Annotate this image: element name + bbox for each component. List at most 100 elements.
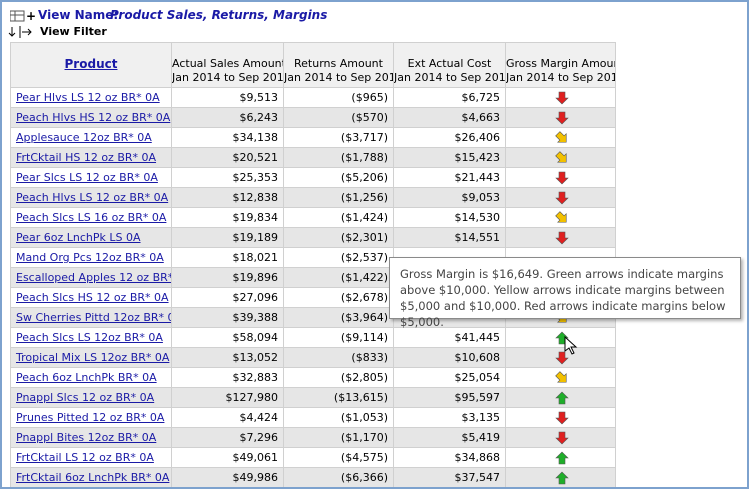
- product-link[interactable]: Sw Cherries Pittd 12oz BR* 0A: [10, 308, 172, 328]
- product-link[interactable]: Mand Org Pcs 12oz BR* 0A: [10, 248, 172, 268]
- margin-arrow: [555, 151, 567, 163]
- product-link[interactable]: FrtCktail HS 12 oz BR* 0A: [10, 148, 172, 168]
- margin-cell: [506, 208, 616, 228]
- product-link[interactable]: Pear 6oz LnchPk LS 0A: [10, 228, 172, 248]
- value-cell: ($9,114): [284, 328, 394, 348]
- value-cell: ($5,206): [284, 168, 394, 188]
- value-cell: $20,521: [172, 148, 284, 168]
- value-cell: $19,896: [172, 268, 284, 288]
- margin-cell: [506, 88, 616, 108]
- column-header: Actual Sales Amount Jan 2014 to Sep 2014: [172, 42, 284, 88]
- value-cell: ($3,964): [284, 308, 394, 328]
- margin-cell: [506, 128, 616, 148]
- value-cell: $6,725: [394, 88, 506, 108]
- view-filter[interactable]: View Filter: [40, 25, 107, 38]
- value-cell: ($965): [284, 88, 394, 108]
- margin-cell: [506, 328, 616, 348]
- margin-arrow: [555, 91, 569, 105]
- margin-cell: [506, 388, 616, 408]
- product-link[interactable]: Pnappl Bites 12oz BR* 0A: [10, 428, 172, 448]
- product-link[interactable]: Peach Slcs HS 12 oz BR* 0A: [10, 288, 172, 308]
- margin-arrow: [555, 391, 569, 405]
- margin-cell: [506, 108, 616, 128]
- margin-arrow: [555, 131, 567, 143]
- value-cell: ($2,301): [284, 228, 394, 248]
- value-cell: ($3,717): [284, 128, 394, 148]
- value-cell: ($6,366): [284, 468, 394, 487]
- margin-arrow: [555, 431, 569, 445]
- margin-arrow: [555, 111, 569, 125]
- value-cell: ($2,805): [284, 368, 394, 388]
- product-link[interactable]: Peach Hlvs HS 12 oz BR* 0A: [10, 108, 172, 128]
- filter-icon[interactable]: [8, 26, 34, 38]
- margin-arrow: [555, 171, 569, 185]
- value-cell: ($1,422): [284, 268, 394, 288]
- margin-arrow: [555, 371, 567, 383]
- margin-arrow: [555, 351, 569, 365]
- value-cell: ($1,256): [284, 188, 394, 208]
- value-cell: $41,445: [394, 328, 506, 348]
- margin-cell: [506, 448, 616, 468]
- svg-text:+: +: [26, 10, 36, 22]
- value-cell: $49,986: [172, 468, 284, 487]
- margin-arrow: [555, 191, 569, 205]
- margin-cell: [506, 148, 616, 168]
- product-link[interactable]: Pnappl Slcs 12 oz BR* 0A: [10, 388, 172, 408]
- header-text: Jan 2014 to Sep 2014: [394, 71, 506, 84]
- view-icon[interactable]: +: [10, 10, 36, 22]
- product-link[interactable]: FrtCktail 6oz LnchPk BR* 0A: [10, 468, 172, 487]
- margin-cell: [506, 168, 616, 188]
- header-text: Jan 2014 to Sep 2014: [284, 71, 394, 84]
- margin-arrow: [555, 471, 569, 485]
- value-cell: ($1,788): [284, 148, 394, 168]
- value-cell: $21,443: [394, 168, 506, 188]
- value-cell: $26,406: [394, 128, 506, 148]
- margin-cell: [506, 368, 616, 388]
- value-cell: $25,054: [394, 368, 506, 388]
- product-link[interactable]: Peach Slcs LS 12oz BR* 0A: [10, 328, 172, 348]
- value-cell: ($13,615): [284, 388, 394, 408]
- margin-cell: [506, 428, 616, 448]
- view-label: View Name:: [38, 8, 119, 22]
- product-link[interactable]: Applesauce 12oz BR* 0A: [10, 128, 172, 148]
- product-link[interactable]: Peach 6oz LnchPk BR* 0A: [10, 368, 172, 388]
- value-cell: ($4,575): [284, 448, 394, 468]
- value-cell: ($2,537): [284, 248, 394, 268]
- value-cell: $34,868: [394, 448, 506, 468]
- value-cell: $95,597: [394, 388, 506, 408]
- header-text: Returns Amount: [294, 57, 383, 70]
- header-text: Actual Sales Amount: [172, 57, 284, 70]
- value-cell: $19,189: [172, 228, 284, 248]
- header-text: Jan 2014 to Sep 2014: [506, 71, 616, 84]
- value-cell: $18,021: [172, 248, 284, 268]
- value-cell: $15,423: [394, 148, 506, 168]
- value-cell: $9,053: [394, 188, 506, 208]
- value-cell: ($1,170): [284, 428, 394, 448]
- product-link[interactable]: Escalloped Apples 12 oz BR* 0A: [10, 268, 172, 288]
- product-link[interactable]: Prunes Pitted 12 oz BR* 0A: [10, 408, 172, 428]
- value-cell: $7,296: [172, 428, 284, 448]
- value-cell: $37,547: [394, 468, 506, 487]
- margin-cell: [506, 228, 616, 248]
- product-link[interactable]: FrtCktail LS 12 oz BR* 0A: [10, 448, 172, 468]
- value-cell: ($1,424): [284, 208, 394, 228]
- product-link[interactable]: Tropical Mix LS 12oz BR* 0A: [10, 348, 172, 368]
- margin-cell: [506, 408, 616, 428]
- value-cell: $6,243: [172, 108, 284, 128]
- product-link[interactable]: Peach Hlvs LS 12 oz BR* 0A: [10, 188, 172, 208]
- value-cell: $4,424: [172, 408, 284, 428]
- value-cell: $27,096: [172, 288, 284, 308]
- product-link[interactable]: Peach Slcs LS 16 oz BR* 0A: [10, 208, 172, 228]
- value-cell: $127,980: [172, 388, 284, 408]
- margin-arrow: [555, 231, 569, 245]
- margin-arrow: [555, 411, 569, 425]
- product-link[interactable]: Pear Hlvs LS 12 oz BR* 0A: [10, 88, 172, 108]
- value-cell: ($2,678): [284, 288, 394, 308]
- value-cell: $19,834: [172, 208, 284, 228]
- product-link[interactable]: Pear Slcs LS 12 oz BR* 0A: [10, 168, 172, 188]
- value-cell: $3,135: [394, 408, 506, 428]
- header-text: Gross Margin Amount: [506, 57, 616, 70]
- cursor: [564, 336, 578, 355]
- tooltip: Gross Margin is $16,649. Green arrows in…: [389, 257, 741, 329]
